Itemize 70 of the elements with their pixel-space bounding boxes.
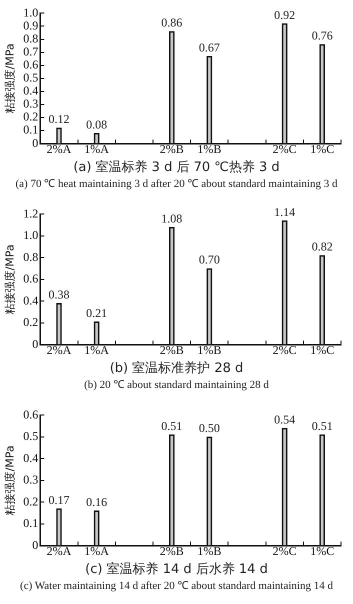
x-tick-label: 1%C	[310, 544, 334, 558]
data-label: 0.76	[312, 28, 333, 43]
data-label: 0.86	[161, 16, 182, 30]
y-tick-label: 0.8	[23, 31, 38, 46]
data-label: 0.50	[198, 421, 220, 436]
y-tick-label: 0.5	[23, 70, 38, 85]
x-tick-label: 1%A	[84, 342, 110, 357]
data-label: 0.38	[48, 287, 70, 302]
x-tick-label: 1%B	[197, 142, 222, 156]
y-tick-label: 0.4	[23, 450, 38, 465]
y-tick-label: 0.1	[23, 516, 38, 530]
y-tick-label: 0.2	[23, 110, 38, 124]
data-label: 0.21	[86, 306, 108, 320]
y-tick-label: 0.3	[23, 472, 38, 487]
data-label: 0.08	[86, 117, 108, 132]
x-tick-label: 2%B	[160, 142, 184, 156]
text: (a) 室温标养 3 d 后 70 ℃热养 3 d	[72, 160, 281, 176]
x-tick-label: 2%C	[272, 544, 297, 558]
data-label: 1.08	[161, 211, 182, 226]
data-label: 0.70	[198, 252, 220, 267]
y-tick-label: 1.0	[23, 228, 38, 242]
x-tick-label: 2%A	[46, 342, 72, 357]
y-axis-title: 粘接强度/MPa	[3, 244, 16, 314]
x-tick-label: 2%C	[272, 142, 297, 156]
data-label: 0.54	[274, 412, 296, 426]
text: (b) 20 ℃ about standard maintaining 28 d	[83, 378, 270, 393]
x-tick-label: 1%A	[84, 544, 110, 558]
y-tick-label: 0.5	[23, 429, 38, 444]
y-tick-label: 0.2	[23, 494, 38, 508]
y-tick-label: 0.2	[23, 315, 38, 330]
y-tick-label: 0.1	[23, 122, 38, 137]
y-tick-label: 0.4	[23, 84, 38, 98]
y-tick-label: 0.8	[23, 250, 38, 264]
x-tick-label: 1%B	[197, 342, 222, 357]
x-tick-label: 2%B	[160, 544, 184, 558]
x-tick-label: 1%A	[84, 142, 110, 156]
y-tick-label: 0.4	[23, 293, 38, 308]
x-tick-label: 1%B	[197, 544, 222, 558]
y-tick-label: 0.9	[23, 18, 38, 32]
y-tick-label: 0	[32, 538, 38, 552]
text: (a) 70 ℃ heat maintaining 3 d after 20 ℃ about standard maintaining 3 d	[14, 177, 338, 192]
y-tick-label: 0	[32, 136, 38, 150]
x-tick-label: 2%B	[160, 342, 184, 357]
data-label: 0.51	[312, 418, 333, 433]
y-tick-label: 0.7	[23, 44, 38, 58]
text: (c) Water maintaining 14 d after 20 ℃ about standard maintaining 14 d	[19, 579, 334, 594]
y-tick-label: 0.6	[23, 407, 38, 422]
y-tick-label: 1.2	[23, 206, 38, 220]
data-label: 0.82	[312, 240, 333, 254]
y-tick-label: 0.6	[23, 58, 38, 72]
x-tick-label: 2%C	[272, 342, 297, 357]
data-label: 0.17	[48, 492, 70, 507]
x-tick-label: 2%A	[46, 142, 72, 156]
y-tick-label: 0	[32, 336, 38, 351]
x-tick-label: 2%A	[46, 544, 72, 558]
x-tick-label: 1%C	[310, 142, 334, 156]
data-label: 1.14	[274, 204, 296, 219]
y-tick-label: 1.0	[23, 5, 38, 20]
data-label: 0.67	[198, 40, 220, 54]
text: (b) 室温标准养护 28 d	[108, 361, 244, 377]
y-axis-title: 粘接强度/MPa	[3, 43, 16, 114]
y-axis-title: 粘接强度/MPa	[3, 445, 16, 516]
data-label: 0.51	[161, 418, 182, 433]
text: (c) 室温标养 14 d 后水养 14 d	[84, 562, 269, 578]
y-tick-label: 0.6	[23, 272, 38, 286]
data-label: 0.12	[48, 112, 70, 126]
data-label: 0.92	[274, 8, 296, 22]
y-tick-label: 0.3	[23, 96, 38, 111]
data-label: 0.16	[86, 494, 108, 509]
x-tick-label: 1%C	[310, 342, 334, 357]
